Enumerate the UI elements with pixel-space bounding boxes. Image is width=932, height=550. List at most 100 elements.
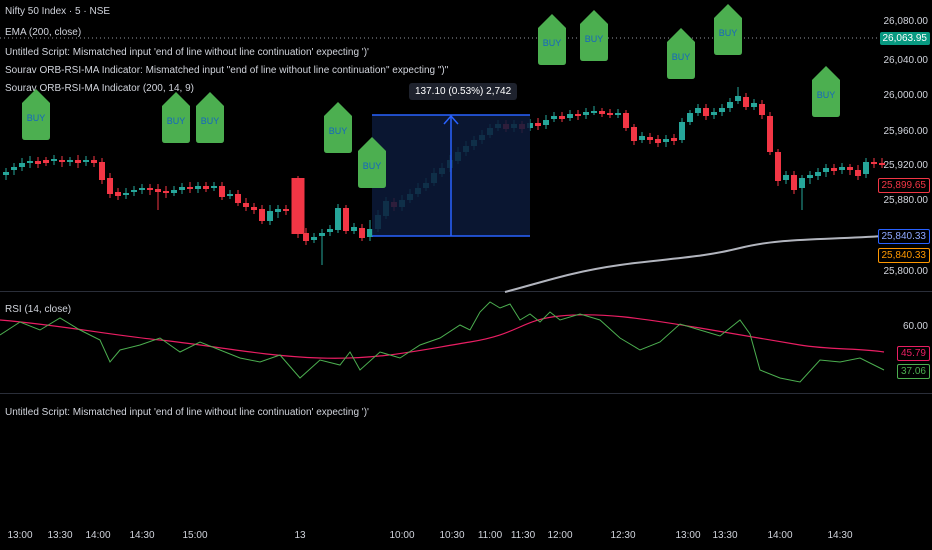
candle-body — [275, 209, 281, 212]
candle-body — [35, 161, 41, 164]
indicator-ema[interactable]: EMA (200, close) — [5, 27, 82, 38]
buy-signal-marker — [667, 28, 695, 79]
candle-body — [283, 209, 289, 211]
time-label: 15:00 — [182, 530, 208, 541]
candle-body — [99, 162, 105, 180]
buy-signal-marker — [196, 92, 224, 143]
rsi-line — [0, 301, 885, 383]
time-label: 13:00 — [675, 530, 701, 541]
candle-body — [163, 191, 169, 193]
candle-body — [759, 104, 765, 115]
candle-body — [91, 160, 97, 163]
candle-body — [139, 188, 145, 190]
time-label: 12:00 — [547, 530, 573, 541]
candle-body — [179, 187, 185, 190]
candle-body — [711, 112, 717, 115]
candle-body — [823, 168, 829, 172]
indicator-untitled-script[interactable]: Untitled Script: Mismatched input 'end o… — [5, 47, 369, 58]
time-label: 13:00 — [7, 530, 33, 541]
candle-body — [815, 172, 821, 176]
rsi-ma-tag: 45.79 — [896, 346, 930, 361]
price-axis[interactable]: 26,080.00 26,040.00 26,000.00 25,960.00 … — [877, 0, 932, 520]
candle-body — [59, 160, 65, 162]
candle-body — [655, 139, 661, 143]
current-price-tag: 26,063.95 — [879, 32, 930, 45]
candles-layer — [3, 87, 885, 265]
candle-body — [535, 123, 541, 126]
price-label: 25,920.00 — [883, 160, 929, 171]
pane-divider-main[interactable] — [0, 291, 932, 292]
buy-signal-label: BUY — [585, 34, 604, 44]
buy-signal-label: BUY — [329, 126, 348, 136]
time-label: 14:30 — [129, 530, 155, 541]
indicator-sourav[interactable]: Sourav ORB-RSI-MA Indicator (200, 14, 9) — [5, 83, 194, 94]
rsi-tag: 37.06 — [896, 364, 930, 379]
candle-body — [663, 139, 669, 142]
candle-body — [147, 188, 153, 190]
pane-divider-rsi[interactable] — [0, 393, 932, 394]
candle-body — [303, 233, 309, 241]
candle-body — [251, 207, 257, 210]
price-label: 25,880.00 — [883, 195, 929, 206]
candle-body — [623, 113, 629, 128]
candle-body — [259, 209, 265, 221]
buy-signal-label: BUY — [719, 28, 738, 38]
candle-body — [155, 189, 161, 192]
measure-arrow-head — [443, 114, 459, 125]
candle-body — [751, 103, 757, 107]
ema-price-tag: 25,840.33 — [877, 229, 930, 244]
candle-body — [631, 127, 637, 141]
candle-body — [567, 114, 573, 118]
candle-body — [123, 193, 129, 195]
candle-body — [335, 208, 341, 230]
candle-body — [187, 187, 193, 189]
buy-signal-label: BUY — [201, 116, 220, 126]
ema-layer — [504, 235, 885, 293]
last-price-tag: 25,899.65 — [877, 178, 930, 193]
time-label: 13 — [294, 530, 306, 541]
candle-body — [879, 163, 885, 165]
buy-signal-marker — [358, 137, 386, 188]
candle-body — [727, 102, 733, 108]
measure-tool — [372, 114, 530, 237]
rsi-axis-label: 60.00 — [902, 321, 928, 332]
buy-signal-marker — [162, 92, 190, 143]
candle-body — [19, 163, 25, 167]
ema-price-tag-2: 25,840.33 — [877, 248, 930, 263]
candle-body — [863, 162, 869, 174]
candle-body — [719, 108, 725, 112]
rsi-layer — [0, 301, 885, 383]
time-label: 11:00 — [477, 530, 503, 541]
buy-signal-marker — [580, 10, 608, 61]
time-label: 10:30 — [439, 530, 465, 541]
candle-body — [291, 178, 305, 234]
candle-body — [639, 136, 645, 140]
candle-body — [367, 229, 373, 237]
candle-body — [235, 194, 241, 203]
candle-body — [791, 175, 797, 190]
candle-body — [51, 159, 57, 161]
buy-signal-label: BUY — [817, 90, 836, 100]
price-label: 26,080.00 — [883, 16, 929, 27]
candle-body — [83, 160, 89, 162]
indicator-sourav-error[interactable]: Sourav ORB-RSI-MA Indicator: Mismatched … — [5, 65, 449, 76]
candle-body — [647, 137, 653, 140]
buy-signal-marker — [812, 66, 840, 117]
symbol-title[interactable]: Nifty 50 Index · 5 · NSE — [5, 6, 111, 17]
price-label: 25,800.00 — [883, 266, 929, 277]
rsi-title[interactable]: RSI (14, close) — [5, 304, 72, 315]
candle-body — [599, 111, 605, 114]
candle-body — [267, 211, 273, 221]
candle-body — [855, 170, 861, 176]
rsi-ma-line — [0, 314, 885, 359]
candle-body — [735, 96, 741, 101]
buy-signal-marker — [538, 14, 566, 65]
third-pane-message: Untitled Script: Mismatched input 'end o… — [5, 407, 369, 418]
candle-body — [67, 160, 73, 162]
candle-body — [583, 112, 589, 115]
candle-body — [775, 152, 781, 181]
candle-body — [671, 138, 677, 141]
price-label: 26,000.00 — [883, 90, 929, 101]
time-label: 14:00 — [767, 530, 793, 541]
